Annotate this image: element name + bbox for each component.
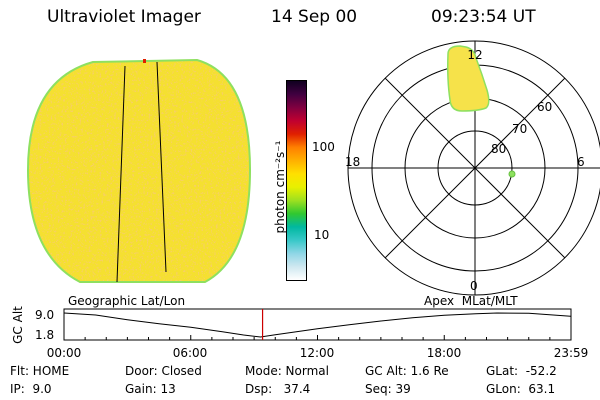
y-tick-1.8: 1.8 <box>35 328 54 342</box>
lat-label-70: 70 <box>512 122 527 136</box>
dsp-status: Dsp: 37.4 <box>245 382 311 396</box>
glat-status: GLat: -52.2 <box>486 364 557 378</box>
mlt-label-6: 6 <box>577 155 585 169</box>
observation-date: 14 Sep 00 <box>271 7 358 27</box>
auroral-spot <box>508 170 516 178</box>
earth-limb <box>26 58 252 283</box>
door-status: Door: Closed <box>125 364 202 378</box>
y-tick-9.0: 9.0 <box>35 308 54 322</box>
longitude-line-right <box>156 61 167 273</box>
x-tick-0000: 00:00 <box>47 346 82 360</box>
mode-status: Mode: Normal <box>245 364 329 378</box>
instrument-title: Ultraviolet Imager <box>47 7 201 27</box>
gain-status: Gain: 13 <box>125 382 176 396</box>
x-tick-1200: 12:00 <box>300 346 335 360</box>
orbit-altitude-curve <box>63 312 571 338</box>
x-axis-ticks <box>63 335 572 340</box>
observation-time: 09:23:54 UT <box>431 7 536 27</box>
seq-status: Seq: 39 <box>365 382 411 396</box>
intensity-colorbar <box>286 80 307 281</box>
geographic-title: Geographic Lat/Lon <box>68 294 186 308</box>
ip-status: IP: 9.0 <box>10 382 52 396</box>
colorbar-tick-100: 100 <box>312 140 335 154</box>
x-tick-0600: 06:00 <box>173 346 208 360</box>
apex-title: Apex MLat/MLT <box>424 294 518 308</box>
filter-status: Flt: HOME <box>10 364 70 378</box>
disk-top-marker <box>143 59 146 63</box>
colorbar-tick-10: 10 <box>314 228 330 242</box>
glon-status: GLon: 63.1 <box>486 382 556 396</box>
x-tick-1800: 18:00 <box>427 346 462 360</box>
mlt-label-12: 12 <box>467 48 482 62</box>
x-tick-2359: 23:59 <box>554 346 589 360</box>
lat-label-80: 80 <box>491 142 506 156</box>
lat-label-60: 60 <box>537 100 552 114</box>
mlt-label-0: 0 <box>470 279 478 293</box>
mlt-label-18: 18 <box>345 155 360 169</box>
auroral-oval <box>447 45 490 112</box>
longitude-line-left <box>116 65 126 283</box>
gc-alt-axis-label: GC Alt <box>11 306 25 344</box>
gc-alt-status: GC Alt: 1.6 Re <box>365 364 449 378</box>
